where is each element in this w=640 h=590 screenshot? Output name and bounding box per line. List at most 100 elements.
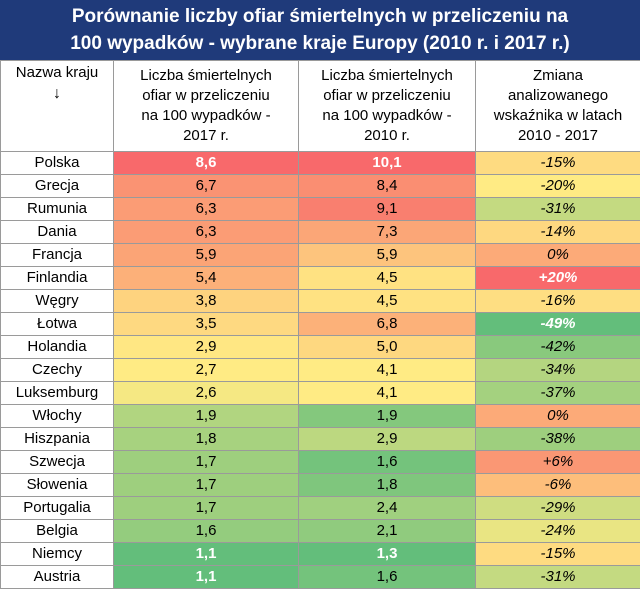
table-row: Finlandia 5,4 4,5 +20% [0, 266, 640, 290]
header-2017-line: Liczba śmiertelnych [140, 67, 272, 84]
value-2017-cell: 1,7 [113, 496, 299, 520]
header-2010-line: ofiar w przeliczeniu [323, 87, 451, 104]
change-cell: -49% [475, 312, 640, 336]
title-line-2: 100 wypadków - wybrane kraje Europy (201… [70, 33, 570, 54]
value-2017-cell: 6,3 [113, 220, 299, 244]
value-2010-cell: 9,1 [298, 197, 476, 221]
value-2010-cell: 10,1 [298, 151, 476, 175]
table-row: Włochy 1,9 1,9 0% [0, 404, 640, 428]
value-2010-cell: 5,0 [298, 335, 476, 359]
value-2010-cell: 2,1 [298, 519, 476, 543]
value-2010-cell: 1,3 [298, 542, 476, 566]
change-cell: -6% [475, 473, 640, 497]
country-cell: Włochy [0, 404, 114, 428]
table-row: Austria 1,1 1,6 -31% [0, 565, 640, 589]
change-cell: -38% [475, 427, 640, 451]
country-cell: Niemcy [0, 542, 114, 566]
title-line-1: Porównanie liczby ofiar śmiertelnych w p… [71, 6, 569, 27]
header-2017-line: na 100 wypadków - [141, 107, 271, 124]
header-2010-line: 2010 r. [364, 127, 410, 144]
country-cell: Luksemburg [0, 381, 114, 405]
value-2010-cell: 4,1 [298, 381, 476, 405]
table-row: Belgia 1,6 2,1 -24% [0, 519, 640, 543]
change-cell: 0% [475, 404, 640, 428]
header-change-line: Zmiana [532, 67, 584, 84]
country-cell: Austria [0, 565, 114, 589]
value-2010-cell: 4,5 [298, 266, 476, 290]
table-body: Polska 8,6 10,1 -15% Grecja 6,7 8,4 -20% Rumunia… [0, 151, 640, 589]
header-2010: Liczba śmiertelnych ofiar w przeliczeniu… [298, 60, 476, 152]
value-2017-cell: 8,6 [113, 151, 299, 175]
value-2017-cell: 1,6 [113, 519, 299, 543]
value-2010-cell: 7,3 [298, 220, 476, 244]
header-2010-line: na 100 wypadków - [322, 107, 452, 124]
change-cell: +20% [475, 266, 640, 290]
table-row: Węgry 3,8 4,5 -16% [0, 289, 640, 313]
country-cell: Szwecja [0, 450, 114, 474]
change-cell: -14% [475, 220, 640, 244]
change-cell: +6% [475, 450, 640, 474]
header-change: Zmiana analizowanego wskaźnika w latach … [475, 60, 640, 152]
table-row: Czechy 2,7 4,1 -34% [0, 358, 640, 382]
value-2010-cell: 4,1 [298, 358, 476, 382]
country-cell: Finlandia [0, 266, 114, 290]
change-cell: -24% [475, 519, 640, 543]
change-cell: -15% [475, 542, 640, 566]
table-row: Grecja 6,7 8,4 -20% [0, 174, 640, 198]
change-cell: -42% [475, 335, 640, 359]
table-row: Holandia 2,9 5,0 -42% [0, 335, 640, 359]
table-row: Słowenia 1,7 1,8 -6% [0, 473, 640, 497]
change-cell: -16% [475, 289, 640, 313]
data-table: Nazwa kraju ↓ Liczba śmiertelnych ofiar … [0, 60, 640, 589]
arrow-down-icon: ↓ [53, 85, 61, 102]
value-2017-cell: 1,9 [113, 404, 299, 428]
change-cell: -20% [475, 174, 640, 198]
table-row: Portugalia 1,7 2,4 -29% [0, 496, 640, 520]
country-cell: Belgia [0, 519, 114, 543]
value-2017-cell: 2,9 [113, 335, 299, 359]
country-cell: Holandia [0, 335, 114, 359]
header-change-line: analizowanego [507, 87, 609, 104]
change-cell: -29% [475, 496, 640, 520]
country-cell: Portugalia [0, 496, 114, 520]
table-row: Hiszpania 1,8 2,9 -38% [0, 427, 640, 451]
table-row: Szwecja 1,7 1,6 +6% [0, 450, 640, 474]
table-row: Polska 8,6 10,1 -15% [0, 151, 640, 175]
value-2017-cell: 3,5 [113, 312, 299, 336]
value-2010-cell: 6,8 [298, 312, 476, 336]
value-2017-cell: 1,1 [113, 542, 299, 566]
table-row: Rumunia 6,3 9,1 -31% [0, 197, 640, 221]
value-2017-cell: 2,7 [113, 358, 299, 382]
country-cell: Dania [0, 220, 114, 244]
change-cell: -15% [475, 151, 640, 175]
value-2010-cell: 2,9 [298, 427, 476, 451]
country-cell: Czechy [0, 358, 114, 382]
value-2017-cell: 5,9 [113, 243, 299, 267]
value-2010-cell: 1,9 [298, 404, 476, 428]
value-2010-cell: 5,9 [298, 243, 476, 267]
value-2010-cell: 1,8 [298, 473, 476, 497]
header-country: Nazwa kraju ↓ [0, 60, 114, 152]
value-2017-cell: 2,6 [113, 381, 299, 405]
table-row: Luksemburg 2,6 4,1 -37% [0, 381, 640, 405]
country-cell: Rumunia [0, 197, 114, 221]
value-2017-cell: 1,7 [113, 473, 299, 497]
header-country-label: Nazwa kraju [15, 64, 99, 81]
header-2017: Liczba śmiertelnych ofiar w przeliczeniu… [113, 60, 299, 152]
change-cell: -31% [475, 565, 640, 589]
table-row: Dania 6,3 7,3 -14% [0, 220, 640, 244]
country-cell: Słowenia [0, 473, 114, 497]
country-cell: Francja [0, 243, 114, 267]
value-2010-cell: 8,4 [298, 174, 476, 198]
country-cell: Węgry [0, 289, 114, 313]
value-2017-cell: 1,8 [113, 427, 299, 451]
change-cell: -34% [475, 358, 640, 382]
table-row: Francja 5,9 5,9 0% [0, 243, 640, 267]
value-2017-cell: 6,3 [113, 197, 299, 221]
country-cell: Hiszpania [0, 427, 114, 451]
change-cell: 0% [475, 243, 640, 267]
value-2017-cell: 1,1 [113, 565, 299, 589]
value-2017-cell: 1,7 [113, 450, 299, 474]
table-row: Niemcy 1,1 1,3 -15% [0, 542, 640, 566]
country-cell: Łotwa [0, 312, 114, 336]
